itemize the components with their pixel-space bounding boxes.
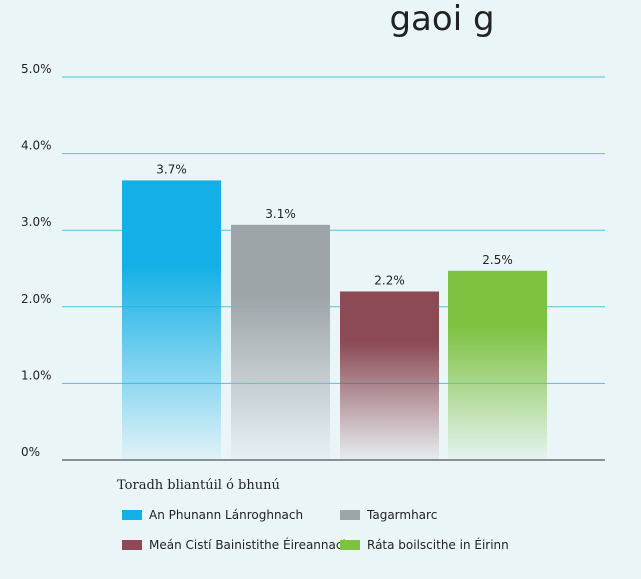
legend-swatch xyxy=(122,510,142,520)
y-axis-tick-labels: 0% 1.0% 2.0% 3.0% 4.0% 5.0% xyxy=(21,62,52,459)
legend-label: Ráta boilscithe in Éirinn xyxy=(367,537,509,552)
chart-title-fragment: gaoi g xyxy=(389,0,494,39)
legend-swatch xyxy=(340,540,360,550)
bar xyxy=(340,291,439,460)
y-tick-label: 5.0% xyxy=(21,62,52,76)
legend-label: An Phunann Lánroghnach xyxy=(149,508,303,522)
legend: An Phunann Lánroghnach Tagarmharc Meán Cis… xyxy=(122,508,509,552)
bars xyxy=(122,180,547,460)
legend-swatch xyxy=(340,510,360,520)
bar xyxy=(122,180,221,460)
data-label: 2.5% xyxy=(482,253,513,267)
y-tick-label: 1.0% xyxy=(21,368,52,382)
data-label: 2.2% xyxy=(374,273,405,287)
legend-label: Meán Cistí Bainistithe Éireannacha xyxy=(149,537,357,552)
data-labels: 3.7% 3.1% 2.2% 2.5% xyxy=(156,162,513,287)
bar xyxy=(231,224,330,460)
legend-label: Tagarmharc xyxy=(366,508,437,522)
x-axis-label: Toradh bliantúil ó bhunú xyxy=(117,478,280,493)
y-tick-label: 4.0% xyxy=(21,139,52,153)
y-tick-label: 2.0% xyxy=(21,292,52,306)
data-label: 3.7% xyxy=(156,162,187,176)
data-label: 3.1% xyxy=(265,207,296,221)
legend-swatch xyxy=(122,540,142,550)
y-tick-label: 3.0% xyxy=(21,215,52,229)
y-tick-label: 0% xyxy=(21,445,40,459)
bar xyxy=(448,270,547,460)
